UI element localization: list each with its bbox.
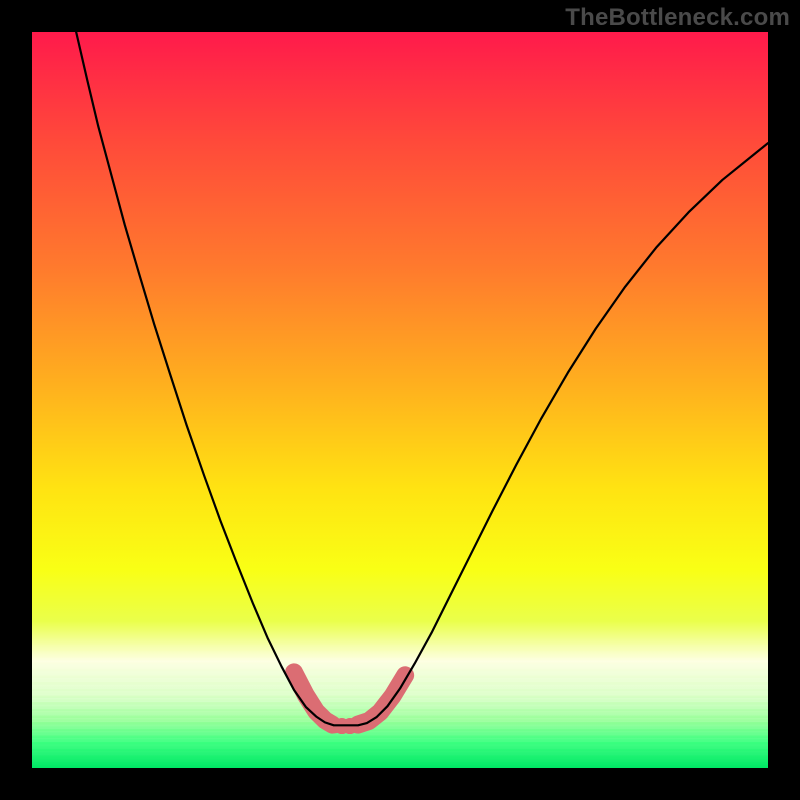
bottleneck-curve-chart	[0, 0, 800, 800]
watermark-text: TheBottleneck.com	[565, 4, 790, 32]
